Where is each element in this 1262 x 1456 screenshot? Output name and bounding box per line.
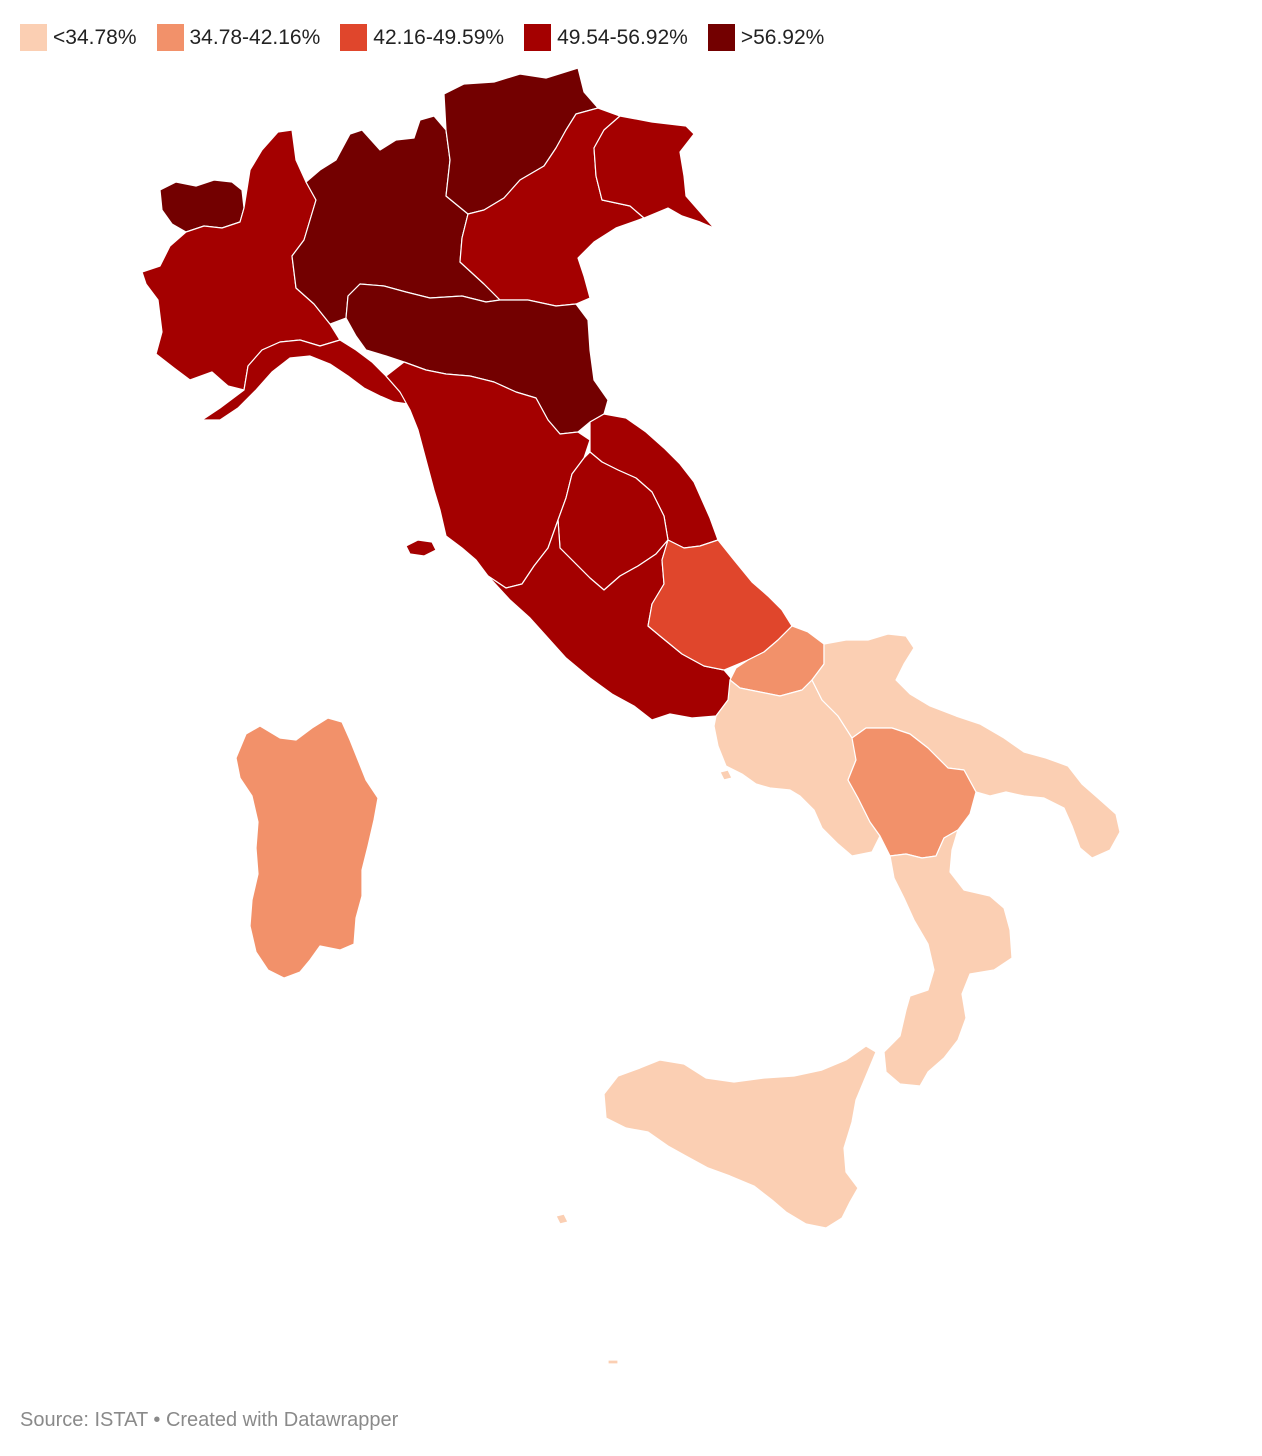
legend-label-5: >56.92% — [740, 25, 825, 49]
region-sicilia[interactable] — [603, 1045, 877, 1229]
legend-item-2: 34.78-42.16% — [156, 24, 321, 51]
source-credit: Source: ISTAT • Created with Datawrapper — [20, 1409, 399, 1431]
legend-swatch-4 — [524, 24, 552, 51]
legend-item-3: 42.16-49.59% — [340, 24, 504, 51]
region-calabria[interactable] — [883, 829, 1013, 1087]
legend: <34.78% 34.78-42.16% 42.16-49.59% 49.54-… — [20, 24, 824, 51]
region-valle-d-aosta[interactable] — [159, 179, 245, 233]
legend-label-3: 42.16-49.59% — [373, 25, 505, 49]
region-sardegna[interactable] — [235, 717, 379, 979]
region-island-elba — [405, 539, 437, 557]
region-friuli-venezia-giulia[interactable] — [593, 115, 715, 229]
legend-label-4: 49.54-56.92% — [557, 25, 688, 49]
legend-swatch-1 — [20, 24, 47, 51]
legend-item-5: >56.92% — [707, 24, 825, 51]
region-island-pantelleria — [555, 1213, 569, 1225]
region-island-ischia — [719, 769, 733, 781]
legend-item-1: <34.78% — [20, 24, 137, 51]
legend-swatch-5 — [707, 24, 735, 51]
legend-swatch-2 — [156, 24, 184, 51]
legend-item-4: 49.54-56.92% — [524, 24, 688, 51]
legend-swatch-3 — [340, 24, 368, 51]
legend-label-1: <34.78% — [53, 25, 137, 49]
region-island-lampedusa — [607, 1359, 619, 1365]
legend-label-2: 34.78-42.16% — [189, 25, 321, 49]
